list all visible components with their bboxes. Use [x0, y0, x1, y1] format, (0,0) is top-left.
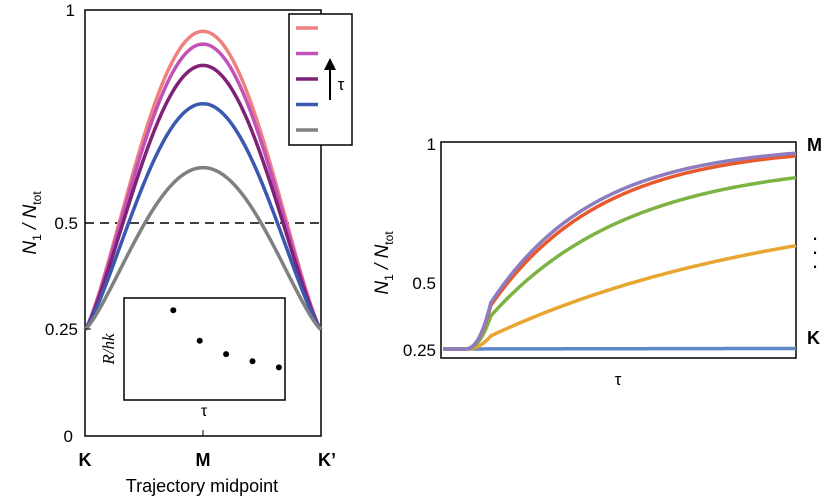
right-series-line-red — [443, 154, 797, 351]
left-ytick-label: 0.5 — [54, 214, 78, 233]
legend-arrow-head — [324, 58, 336, 70]
inset-chart: τ R/hk — [99, 297, 286, 420]
right-ytick-label: 0.25 — [403, 341, 436, 360]
right-series-line-blue — [443, 346, 796, 351]
right-series-line-orange — [443, 243, 797, 351]
right-label-dots: · · · — [811, 225, 818, 278]
left-xlabel: Trajectory midpoint — [126, 476, 278, 496]
right-label-dots-text: · · · — [811, 225, 818, 278]
inset-points — [170, 307, 282, 371]
inset-point — [223, 351, 230, 358]
left-series-line-1 — [83, 29, 323, 331]
right-series-line-purple — [443, 151, 797, 351]
right-curves — [443, 151, 797, 351]
inset-xlabel: τ — [201, 403, 208, 420]
left-curves — [83, 29, 323, 331]
right-plot-frame — [440, 141, 797, 359]
inset-point — [170, 307, 177, 314]
inset-frame — [123, 297, 286, 401]
left-ytick-label: 1 — [66, 1, 75, 20]
right-ytick-label: 1 — [427, 135, 436, 154]
legend-lines — [296, 26, 318, 132]
left-ytick-label: 0.25 — [45, 320, 78, 339]
right-ytick-label: 0.5 — [412, 274, 436, 293]
right-ylabel: N1 / Ntot — [372, 231, 396, 295]
left-ylabel: N1 / Ntot — [20, 191, 44, 255]
left-xtick-label-m: M — [196, 450, 211, 470]
right-label-dot: · — [811, 225, 818, 250]
right-label-k: K — [807, 328, 820, 348]
right-label-dot: · — [811, 239, 818, 264]
inset-ylabel: R/hk — [99, 333, 118, 366]
left-xtick-label-k-prime: K’ — [318, 450, 336, 470]
left-xtick-label-k: K — [79, 450, 92, 470]
right-chart: 1 0.5 0.25 τ N1 / Ntot M · · · K — [372, 135, 822, 389]
left-chart: 1 0.5 0.25 0 K M K’ Trajectory midpoint … — [20, 1, 353, 496]
right-label-dot: · — [811, 253, 818, 278]
right-label-m: M — [807, 135, 822, 155]
right-xlabel: τ — [615, 370, 622, 389]
inset-point — [196, 337, 203, 344]
left-ytick-label: 0 — [64, 427, 73, 446]
right-series-line-green — [443, 175, 797, 351]
legend-arrow-label: τ — [338, 75, 345, 94]
inset-point — [249, 358, 256, 365]
left-legend: τ — [288, 13, 353, 146]
left-series-line-2 — [83, 42, 323, 331]
inset-point — [275, 364, 282, 371]
left-series-line-5 — [83, 165, 323, 331]
left-series-line-4 — [83, 101, 323, 331]
left-series-line-3 — [83, 63, 323, 331]
